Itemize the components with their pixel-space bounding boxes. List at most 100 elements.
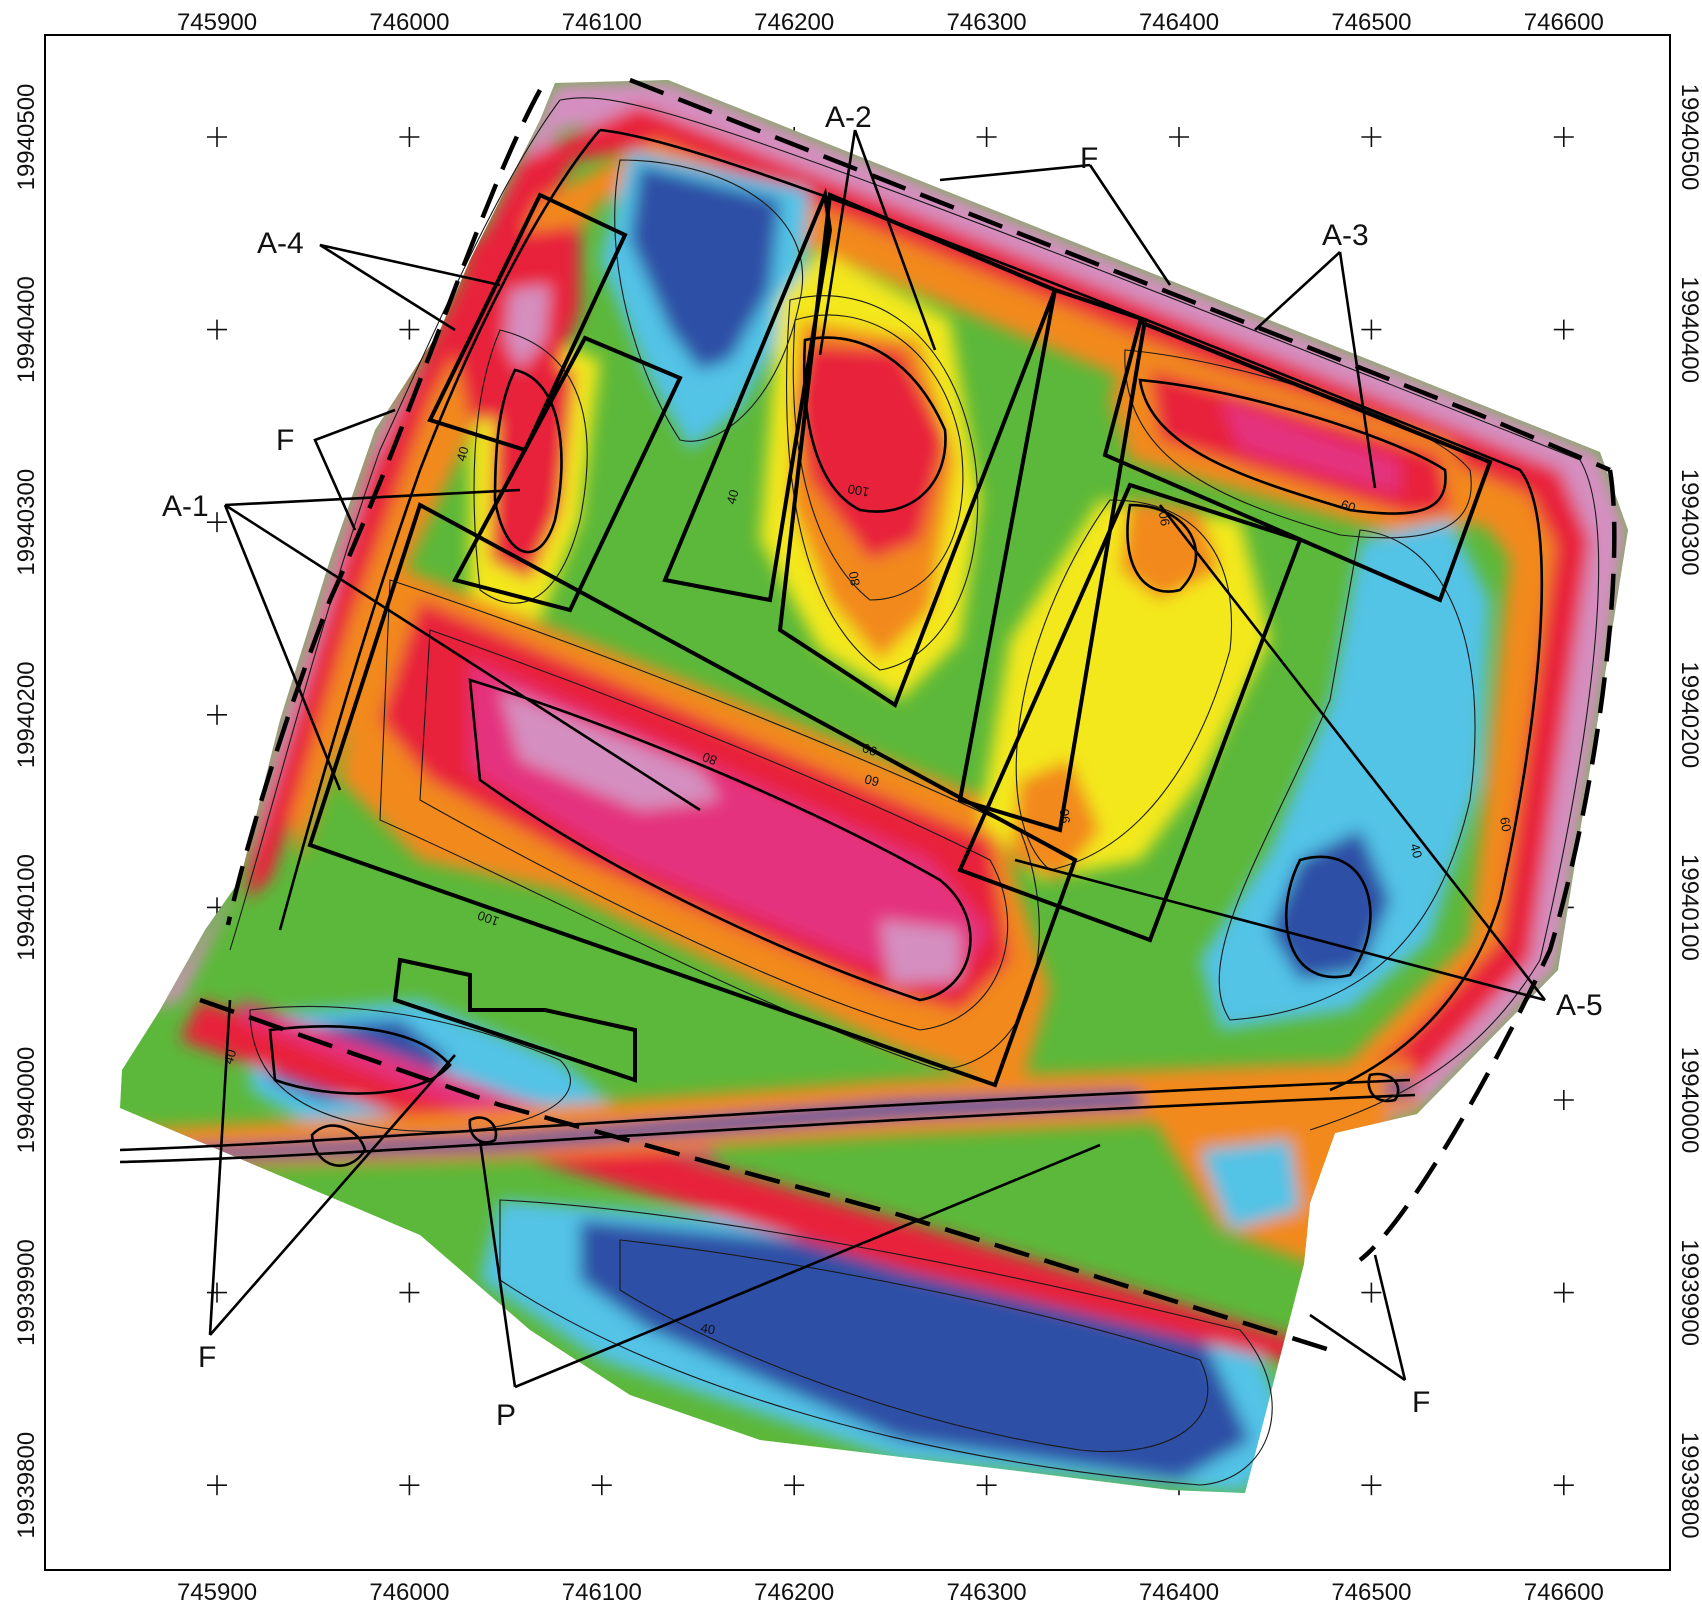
contour-a2-90 [792, 314, 964, 601]
label-a1: A-1 [162, 490, 209, 523]
y-tick-label-left: 19940100 [13, 854, 40, 961]
x-tick-label-top: 746100 [562, 9, 642, 36]
contour-sw-low [268, 1025, 452, 1095]
high-a5-orange-2 [1010, 760, 1100, 880]
high-a4-lilac [505, 285, 550, 370]
leader-a1-b [224, 503, 701, 812]
contour-se-inner [619, 1239, 1209, 1453]
leader-a1-a [224, 488, 521, 507]
leader-a4 [319, 243, 501, 332]
contour-label-40-a: 40 [723, 488, 741, 506]
contour-outer-rim [559, 97, 1600, 1131]
block-a5-right [957, 482, 1303, 943]
low-se-small [1200, 1140, 1300, 1230]
contour-label-60-c: 60 [863, 771, 881, 789]
very-low-east [1270, 830, 1390, 980]
contour-a2-100 [803, 336, 947, 513]
structure-outlines [307, 187, 1493, 1088]
very-low-se [580, 1220, 1250, 1480]
contour-channel-loop-2 [468, 1116, 498, 1144]
contour-a3-80 [1138, 378, 1447, 515]
block-a2-right [777, 192, 1058, 709]
very-low-nw [630, 165, 780, 370]
ridge-lilac-2 [880, 920, 960, 985]
x-tick-label-bottom: 746100 [562, 1579, 642, 1606]
fault-west [225, 88, 542, 926]
contour-label-group: 40 40 40 40 40 60 60 60 80 80 90 90 90 1… [221, 445, 1515, 1338]
x-tick-label-top: 746200 [754, 9, 834, 36]
y-axis-left: 19940500 19940400 19940300 19940200 19940100… [13, 84, 40, 1539]
x-tick-label-top: 746600 [1524, 9, 1604, 36]
y-tick-label-right: 19940500 [1676, 84, 1702, 191]
ridge-lilac [500, 690, 720, 810]
contour-a1 [473, 329, 588, 604]
x-tick-label-bottom: 746300 [947, 1579, 1027, 1606]
contour-label-60-a: 60 [1339, 497, 1357, 516]
block-south-notch [392, 957, 637, 1083]
contour-channel [119, 1078, 1411, 1152]
leader-f-sw-a [208, 999, 232, 1336]
contour-nw-40 [614, 159, 803, 442]
x-tick-label-top: 746500 [1331, 9, 1411, 36]
low-east [1200, 520, 1490, 1030]
y-tick-label-left: 19940200 [13, 661, 40, 768]
fault-central [199, 997, 1331, 1353]
x-tick-label-top: 745900 [177, 9, 257, 36]
x-tick-label-top: 746300 [947, 9, 1027, 36]
leader-f-north [939, 163, 1091, 182]
contour-channel-loop-3 [1367, 1072, 1400, 1103]
contour-label-80-a: 80 [846, 570, 863, 587]
contour-rim-inner-w [278, 129, 601, 931]
channel-blue [120, 1080, 1415, 1162]
contour-a2-80 [786, 295, 979, 671]
x-tick-label-top: 746000 [369, 9, 449, 36]
leader-f-north-2 [1088, 164, 1172, 286]
contour-label-100-b: 100 [476, 908, 502, 930]
label-p: P [496, 1399, 516, 1432]
block-ridge [307, 502, 1078, 1088]
leader-a1-c [223, 504, 342, 791]
contour-label-100-a: 100 [847, 481, 871, 500]
contour-a5-inner [1126, 503, 1198, 593]
y-tick-label-left: 19939900 [13, 1239, 40, 1346]
y-tick-label-right: 19940200 [1676, 661, 1702, 768]
fault-north [629, 77, 1611, 473]
high-a3-magenta [1220, 400, 1400, 495]
contour-se-40 [499, 1199, 1273, 1486]
y-tick-label-left: 19940000 [13, 1047, 40, 1154]
contour-label-40-e: 40 [699, 1320, 716, 1337]
contour-rim-inner [599, 128, 1544, 1092]
x-tick-label-bottom: 746500 [1331, 1579, 1411, 1606]
label-f-north: F [1080, 142, 1098, 175]
contour-a5 [1015, 499, 1232, 871]
leader-f-sw-b [209, 1054, 456, 1336]
y-tick-label-left: 19940400 [13, 276, 40, 383]
contour-east-low [1284, 855, 1372, 979]
label-f-nw: F [276, 424, 294, 457]
y-axis-right: 19940500 19940400 19940300 19940200 19940100… [1676, 84, 1702, 1539]
label-a3: A-3 [1322, 219, 1369, 252]
leader-p-b [514, 1143, 1101, 1389]
rim-zone-orange [290, 140, 1555, 1080]
leader-p-a [478, 1139, 517, 1388]
callout-labels: A-4 F A-1 A-2 F A-3 A-5 F P F [162, 101, 1603, 1432]
contour-ridge-100 [468, 678, 972, 1002]
y-tick-label-right: 19940000 [1676, 1047, 1702, 1154]
contour-label-80-b: 80 [700, 749, 719, 768]
block-a5-left [957, 287, 1148, 833]
contour-label-40-b: 40 [453, 445, 471, 463]
fault-east [1358, 469, 1617, 1262]
y-tick-label-left: 19939800 [13, 1432, 40, 1539]
x-axis-bottom: 745900 746000 746100 746200 746300 746400 7465… [177, 1579, 1604, 1606]
y-tick-label-right: 19940400 [1676, 276, 1702, 383]
leader-a2-b [818, 129, 857, 356]
rim-zone-high [245, 105, 1590, 1130]
leader-a3-a [1254, 251, 1341, 331]
fault-lines [199, 77, 1617, 1353]
y-tick-label-left: 19940300 [13, 469, 40, 576]
contour-label-40-d: 40 [1407, 842, 1425, 860]
leader-a3-b [1338, 251, 1377, 489]
x-tick-label-bottom: 746000 [369, 1579, 449, 1606]
contour-sw-40 [249, 1005, 571, 1133]
